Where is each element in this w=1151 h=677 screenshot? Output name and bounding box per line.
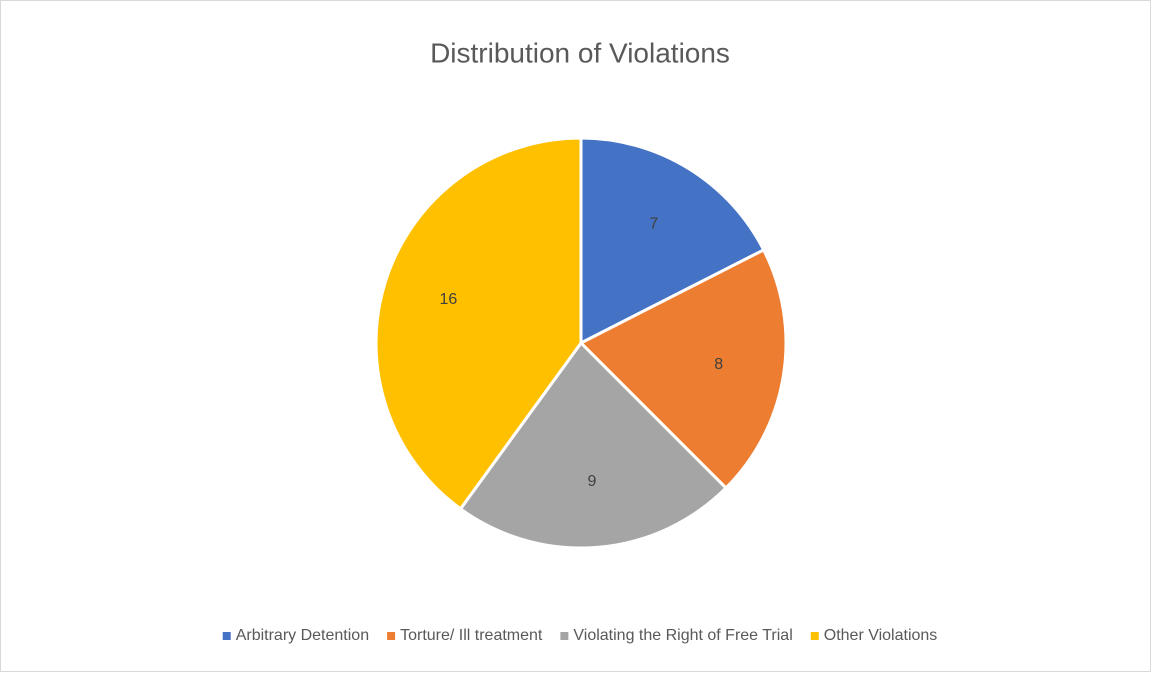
legend-label: Violating the Right of Free Trial [573, 627, 792, 644]
legend-label: Other Violations [824, 627, 938, 644]
legend-label: Arbitrary Detention [236, 627, 369, 644]
value-label: 16 [440, 291, 458, 308]
pie-slice [374, 136, 583, 511]
pie-slice [578, 247, 788, 491]
legend-label: Torture/ Ill treatment [400, 627, 543, 644]
legend-swatch [222, 632, 231, 640]
value-label: 9 [587, 473, 596, 490]
value-label: 7 [649, 215, 658, 232]
pie-slice [579, 136, 766, 346]
value-label: 8 [714, 356, 723, 373]
pie-slice [458, 340, 729, 550]
legend-swatch [387, 632, 396, 640]
legend-swatch [560, 632, 569, 640]
legend-swatch [810, 632, 819, 640]
chart-title: Distribution of Violations [430, 37, 730, 68]
